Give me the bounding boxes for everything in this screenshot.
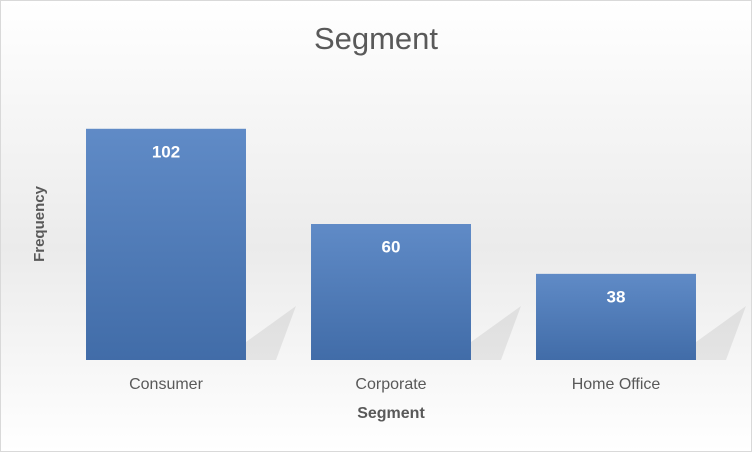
x-tick-label: Corporate bbox=[355, 376, 426, 393]
bar-shading bbox=[536, 273, 696, 360]
bar-shading bbox=[311, 224, 471, 360]
data-label: 38 bbox=[607, 287, 626, 306]
x-tick-label: Home Office bbox=[572, 376, 661, 393]
data-label: 60 bbox=[382, 237, 401, 256]
bar-shading bbox=[86, 128, 246, 360]
bar-shadow bbox=[245, 306, 296, 360]
bar-shadow bbox=[695, 306, 746, 360]
chart-title: Segment bbox=[314, 21, 438, 56]
bar-shadow bbox=[470, 306, 521, 360]
data-label: 102 bbox=[152, 142, 180, 161]
y-axis-title: Frequency bbox=[31, 185, 48, 262]
x-tick-label: Consumer bbox=[129, 376, 203, 393]
x-axis-title: Segment bbox=[357, 405, 425, 422]
